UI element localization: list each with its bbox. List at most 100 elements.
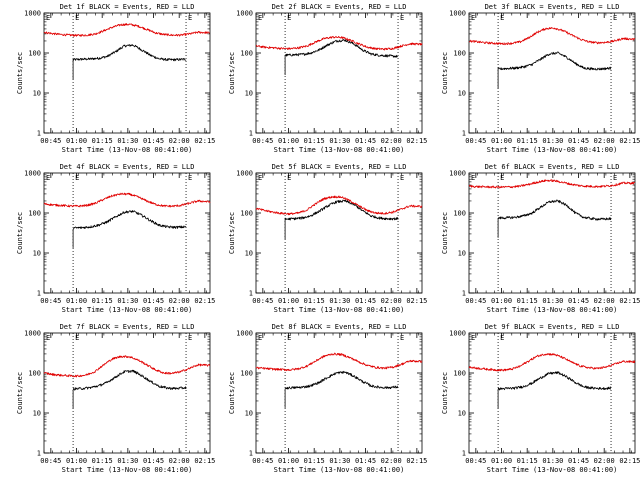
x-tick-label: 01:30: [117, 457, 138, 465]
range-marker-label: E: [75, 14, 79, 22]
range-marker-label: E: [613, 14, 617, 22]
plot-frame: [43, 172, 211, 294]
x-tick-label: 01:00: [491, 137, 512, 145]
y-tick-label: 1000: [24, 330, 41, 338]
x-axis-label: Start Time (13-Nov-08 00:41:00): [62, 466, 193, 474]
range-marker-label: E: [400, 14, 404, 22]
y-tick-label: 1: [37, 450, 41, 458]
range-marker-label: E: [400, 174, 404, 182]
x-tick-label: 01:00: [491, 457, 512, 465]
x-tick-label: 01:15: [304, 457, 325, 465]
range-marker-label: E: [188, 334, 192, 342]
x-tick-label: 02:15: [194, 137, 215, 145]
y-tick-label: 10: [245, 250, 253, 258]
x-tick-label: 00:45: [465, 297, 486, 305]
y-tick-label: 1000: [24, 10, 41, 18]
x-tick-label: 01:15: [304, 137, 325, 145]
events-series-line: [72, 210, 187, 248]
panel-3: Det 3f BLACK = Events, RED = LLD E E E 1 10 10…: [441, 3, 640, 154]
panel-title: Det 7f BLACK = Events, RED = LLD: [60, 323, 195, 331]
x-tick-label: 01:15: [517, 137, 538, 145]
y-tick-label: 10: [458, 410, 466, 418]
plot-frame: [468, 332, 636, 454]
x-tick-label: 01:30: [117, 137, 138, 145]
x-tick-label: 02:00: [169, 457, 190, 465]
panel-2: Det 2f BLACK = Events, RED = LLD E E E 1 10 10…: [228, 3, 427, 154]
events-series-line: [284, 199, 399, 239]
x-tick-label: 02:00: [381, 297, 402, 305]
y-tick-label: 1: [249, 290, 253, 298]
x-tick-label: 02:15: [406, 137, 427, 145]
corner-marker: E: [258, 174, 262, 182]
y-tick-label: 10: [245, 410, 253, 418]
x-tick-label: 01:00: [278, 297, 299, 305]
y-tick-label: 1: [249, 450, 253, 458]
range-marker-label: E: [75, 334, 79, 342]
x-tick-label: 01:15: [92, 457, 113, 465]
x-tick-label: 01:15: [517, 457, 538, 465]
x-axis-label: Start Time (13-Nov-08 00:41:00): [274, 146, 405, 154]
panel-5: Det 5f BLACK = Events, RED = LLD E E E 1 10 10…: [228, 163, 427, 314]
x-axis-label: Start Time (13-Nov-08 00:41:00): [62, 306, 193, 314]
x-axis-label: Start Time (13-Nov-08 00:41:00): [487, 146, 618, 154]
range-marker-label: E: [188, 174, 192, 182]
x-tick-label: 01:45: [568, 457, 589, 465]
y-tick-label: 1000: [449, 10, 466, 18]
y-tick-label: 100: [240, 50, 253, 58]
panel-title: Det 2f BLACK = Events, RED = LLD: [272, 3, 407, 11]
x-tick-label: 01:30: [542, 457, 563, 465]
x-tick-label: 01:00: [66, 297, 87, 305]
x-axis-label: Start Time (13-Nov-08 00:41:00): [274, 466, 405, 474]
y-tick-label: 10: [245, 90, 253, 98]
range-marker-label: E: [500, 14, 504, 22]
lld-series-line: [255, 35, 423, 51]
corner-marker: E: [258, 14, 262, 22]
panel-7: Det 7f BLACK = Events, RED = LLD E E E 1 10 10…: [16, 323, 215, 474]
y-tick-label: 100: [28, 370, 41, 378]
range-marker-label: E: [75, 174, 79, 182]
x-tick-label: 01:15: [92, 297, 113, 305]
y-tick-label: 100: [453, 210, 466, 218]
panel-title: Det 8f BLACK = Events, RED = LLD: [272, 323, 407, 331]
plot-frame: [43, 12, 211, 134]
y-tick-label: 10: [33, 90, 41, 98]
x-tick-label: 01:30: [329, 297, 350, 305]
lld-series-line: [43, 23, 211, 37]
range-marker-label: E: [287, 334, 291, 342]
y-tick-label: 100: [28, 210, 41, 218]
panel-title: Det 9f BLACK = Events, RED = LLD: [485, 323, 620, 331]
plot-frame: [468, 12, 636, 134]
x-tick-label: 02:15: [406, 297, 427, 305]
lld-series-line: [43, 192, 211, 208]
y-tick-label: 100: [453, 50, 466, 58]
x-tick-label: 01:45: [355, 297, 376, 305]
y-tick-label: 10: [458, 90, 466, 98]
corner-marker: E: [46, 174, 50, 182]
y-axis-label: Counts/sec: [16, 212, 24, 254]
x-tick-label: 01:45: [568, 297, 589, 305]
y-axis-label: Counts/sec: [441, 52, 449, 94]
y-tick-label: 100: [240, 210, 253, 218]
x-tick-label: 01:00: [278, 137, 299, 145]
range-marker-label: E: [613, 174, 617, 182]
x-axis-label: Start Time (13-Nov-08 00:41:00): [487, 466, 618, 474]
x-tick-label: 00:45: [252, 297, 273, 305]
x-tick-label: 00:45: [40, 457, 61, 465]
x-tick-label: 02:00: [594, 137, 615, 145]
y-tick-label: 100: [453, 370, 466, 378]
x-tick-label: 02:15: [194, 457, 215, 465]
y-axis-label: Counts/sec: [16, 52, 24, 94]
y-tick-label: 1: [462, 450, 466, 458]
y-tick-label: 1000: [236, 330, 253, 338]
y-axis-label: Counts/sec: [441, 372, 449, 414]
x-tick-label: 00:45: [252, 457, 273, 465]
corner-marker: E: [471, 174, 475, 182]
x-tick-label: 02:00: [169, 297, 190, 305]
x-tick-label: 01:30: [329, 137, 350, 145]
corner-marker: E: [46, 14, 50, 22]
range-marker-label: E: [400, 334, 404, 342]
panel-title: Det 6f BLACK = Events, RED = LLD: [485, 163, 620, 171]
range-marker-label: E: [500, 174, 504, 182]
x-tick-label: 01:15: [92, 137, 113, 145]
y-tick-label: 1: [37, 290, 41, 298]
